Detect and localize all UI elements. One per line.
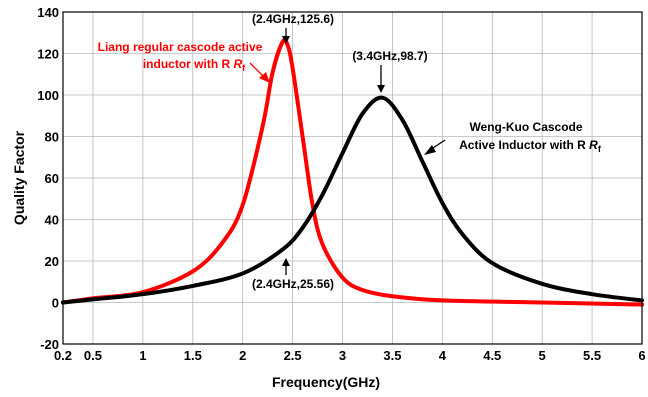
annotation-peak-liang: (2.4GHz,125.6): [252, 12, 334, 44]
y-axis-label: Quality Factor: [11, 130, 27, 225]
x-tick-labels: 0.2 0.5 1 1.5 2 2.5 3 3.5 4 4.5 5 5.5 6: [54, 348, 646, 363]
annotation-text: (3.4GHz,98.7): [352, 49, 427, 63]
annotation-weng-at-2-4: (2.4GHz,25.56): [252, 258, 334, 291]
series-line-weng-kuo: [61, 95, 644, 305]
x-tick-label: 0.5: [84, 348, 102, 363]
label-liang: Liang regular cascode active inductor wi…: [98, 40, 270, 83]
annotation-arrowhead: [282, 36, 290, 44]
label-weng-subscript: f: [598, 144, 602, 154]
label-liang-line2-text: inductor with R: [143, 57, 231, 71]
label-liang-line1: Liang regular cascode active: [98, 40, 263, 54]
annotation-arrowhead: [377, 85, 385, 93]
annotation-peak-weng: (3.4GHz,98.7): [352, 49, 428, 93]
x-tick-label: 4.5: [483, 348, 501, 363]
y-tick-label: 120: [37, 47, 59, 62]
y-tick-label: 60: [45, 171, 59, 186]
x-tick-label: 2.5: [284, 348, 302, 363]
y-tick-labels: -20 0 20 40 60 80 100 120 140: [37, 5, 59, 352]
annotation-text: (2.4GHz,125.6): [252, 12, 334, 26]
label-weng-arrowhead: [424, 145, 436, 155]
y-tick-label: 100: [37, 88, 59, 103]
label-weng-line2-text: Active Inductor with R: [459, 138, 586, 152]
label-liang-arrow: [249, 62, 265, 78]
label-weng-line2: Active Inductor with R Rf: [459, 138, 602, 154]
y-tick-label: -20: [40, 337, 59, 352]
label-liang-arrowhead: [259, 72, 270, 83]
label-liang-line2: inductor with R Rf: [143, 57, 246, 73]
x-tick-label: 5.5: [583, 348, 601, 363]
x-tick-label: 5: [539, 348, 546, 363]
x-tick-label: 1: [139, 348, 146, 363]
label-weng: Weng-Kuo Cascode Active Inductor with R …: [424, 120, 602, 155]
x-tick-label: 6: [638, 348, 645, 363]
annotation-text: (2.4GHz,25.56): [252, 277, 334, 291]
x-axis-label: Frequency(GHz): [272, 374, 380, 390]
plot-frame: [62, 11, 643, 345]
x-tick-label: 2: [239, 348, 246, 363]
series-lines: [61, 37, 644, 307]
y-tick-label: 40: [45, 213, 59, 228]
x-tick-label: 0.2: [54, 348, 72, 363]
label-weng-line1: Weng-Kuo Cascode: [469, 120, 582, 134]
y-tick-label: 140: [37, 5, 59, 20]
y-tick-label: 80: [45, 130, 59, 145]
x-tick-label: 4: [439, 348, 447, 363]
label-liang-subscript: f: [242, 63, 246, 73]
label-weng-r: R: [589, 138, 598, 152]
series-line-liang: [61, 37, 644, 307]
x-tick-label: 1.5: [184, 348, 202, 363]
x-tick-label: 3.5: [383, 348, 401, 363]
label-liang-r: R: [234, 57, 243, 71]
annotation-arrowhead: [282, 258, 290, 266]
x-tick-label: 3: [339, 348, 346, 363]
y-tick-label: 20: [45, 254, 59, 269]
y-tick-label: 0: [52, 296, 59, 311]
